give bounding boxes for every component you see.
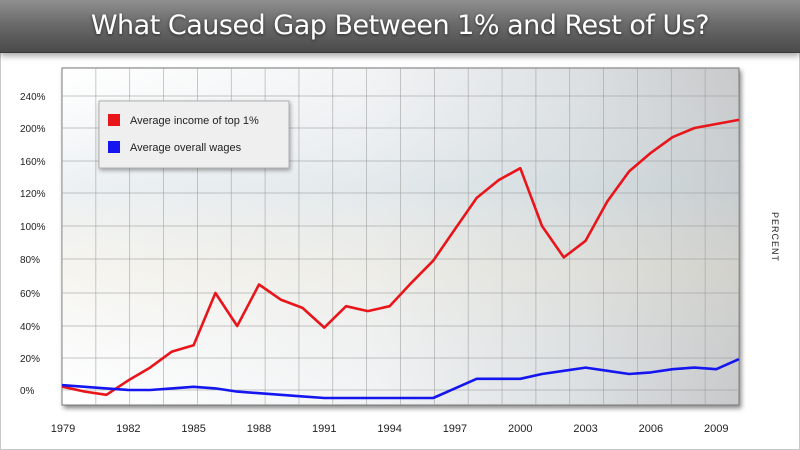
y-axis-ticks: 0% 20% 40% 60% 80% 100% 120% 160% 200% 240% <box>20 92 46 397</box>
x-tick-label: 1979 <box>51 423 75 435</box>
x-tick-label: 2003 <box>573 423 597 435</box>
y-tick-label: 100% <box>20 222 46 233</box>
title-bar <box>0 0 800 53</box>
series-line-1 <box>61 358 740 400</box>
series-line-0 <box>61 118 740 397</box>
x-tick-label: 2000 <box>508 423 532 435</box>
y-tick-label: 120% <box>20 189 46 200</box>
x-tick-label: 1997 <box>443 423 467 435</box>
y-tick-label: 160% <box>20 157 46 168</box>
legend-swatch-wages <box>108 141 120 153</box>
x-tick-label: 1988 <box>247 423 271 435</box>
y-tick-label: 80% <box>20 255 40 266</box>
y-axis-label: PERCENT <box>770 212 780 262</box>
x-tick-label: 1985 <box>181 423 205 435</box>
y-tick-label: 0% <box>20 386 35 397</box>
x-tick-label: 2006 <box>639 423 663 435</box>
y-tick-label: 40% <box>20 322 40 333</box>
legend: Average income of top 1% Average overall… <box>98 100 290 169</box>
legend-box <box>98 100 290 169</box>
x-tick-label: 2009 <box>704 423 728 435</box>
y-tick-label: 20% <box>20 354 40 365</box>
legend-label-top1: Average income of top 1% <box>130 115 259 127</box>
series-lines <box>61 118 740 400</box>
chart-title: What Caused Gap Between 1% and Rest of U… <box>90 10 710 41</box>
x-tick-label: 1991 <box>312 423 336 435</box>
x-axis-ticks: 1979 1982 1985 1988 1991 1994 1997 2000 2003 2006… <box>51 423 729 435</box>
legend-swatch-top1 <box>108 114 120 126</box>
legend-label-wages: Average overall wages <box>130 142 242 154</box>
x-tick-label: 1982 <box>116 423 140 435</box>
y-tick-label: 200% <box>20 124 46 135</box>
y-tick-label: 60% <box>20 289 40 300</box>
x-tick-label: 1994 <box>377 423 401 435</box>
y-tick-label: 240% <box>20 92 46 103</box>
